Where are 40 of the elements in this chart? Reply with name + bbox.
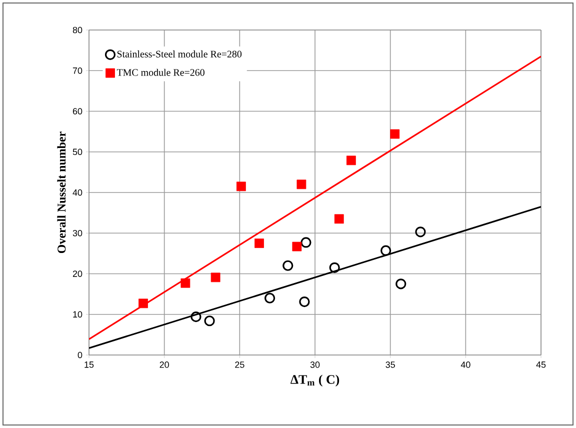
point (300, 237, 312, 248)
legend-label: TMC module Re=260 (116, 68, 204, 76)
point (329, 262, 340, 273)
point (292, 242, 302, 252)
x-tick-label: 35 (386, 362, 395, 368)
point (254, 238, 264, 248)
point (299, 296, 310, 308)
x-tick-label: 45 (536, 362, 546, 368)
x-tick-label: 15 (84, 362, 94, 368)
y-tick-label: 30 (72, 230, 82, 236)
point (380, 245, 392, 256)
point (204, 316, 215, 326)
point (282, 260, 294, 271)
point (190, 312, 202, 322)
y-tick-label: 70 (72, 67, 82, 74)
y-tick-label: 20 (72, 270, 82, 277)
y-tick-label: 60 (72, 108, 82, 114)
y-tick-label: 80 (72, 26, 82, 34)
x-tick-label: 40 (460, 362, 470, 368)
point (346, 156, 356, 166)
legend-label: Stainless-Steel module Re=280 (117, 50, 242, 58)
point (415, 226, 426, 238)
y-tick-label: 10 (73, 311, 82, 318)
point (180, 278, 190, 288)
y-axis-title: Overall Nusselt number (57, 132, 66, 254)
x-tick-label: 20 (160, 362, 169, 368)
x-tick-label: 30 (310, 362, 320, 368)
y-tick-label: 50 (72, 148, 82, 156)
x-tick-label: 25 (235, 362, 244, 368)
point (264, 292, 276, 304)
y-tick-label: 40 (72, 189, 82, 196)
y-tick-label: 0 (78, 352, 82, 358)
point (236, 182, 246, 192)
x-axis-title: ΔT$_{m}$ ( C) (290, 374, 340, 386)
point (334, 214, 344, 224)
point (390, 129, 400, 139)
point (138, 298, 148, 308)
point (210, 272, 220, 282)
point (296, 180, 306, 190)
point (396, 278, 406, 290)
